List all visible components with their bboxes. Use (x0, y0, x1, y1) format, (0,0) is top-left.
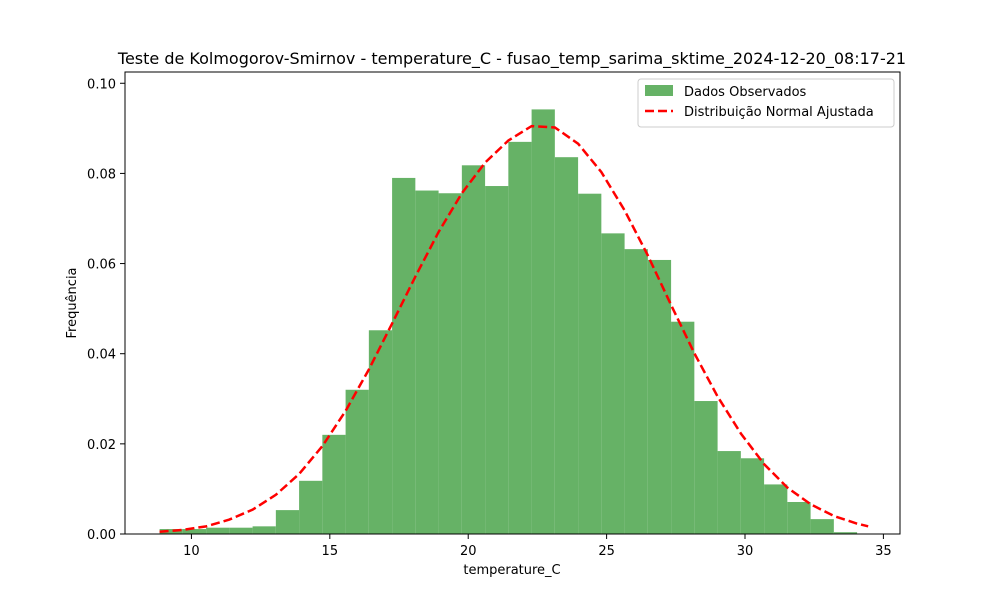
x-tick-label: 20 (460, 544, 477, 559)
histogram-bar (182, 529, 207, 534)
histogram-bar (508, 141, 532, 535)
legend-label-normal-fit: Distribuição Normal Ajustada (684, 105, 874, 120)
histogram-bar (275, 510, 300, 534)
legend-box (637, 78, 895, 128)
y-axis-title: Frequência (65, 267, 80, 338)
y-tick-label: 0.04 (87, 348, 116, 363)
histogram-bars (159, 109, 858, 535)
histogram-bar (787, 501, 811, 534)
histogram-bar (299, 480, 323, 534)
histogram-bar (392, 177, 416, 535)
legend-label-observed: Dados Observados (684, 85, 807, 100)
x-tick-label: 15 (322, 544, 339, 559)
histogram-bar (438, 193, 462, 534)
histogram-bar (740, 458, 765, 534)
histogram-bar (531, 109, 555, 534)
y-tick-label: 0.00 (87, 528, 116, 543)
histogram-bar (159, 529, 183, 534)
normal-fit-line (159, 124, 869, 533)
y-tick-label: 0.06 (87, 258, 116, 273)
x-tick-label: 30 (737, 544, 754, 559)
plot-frame (124, 71, 901, 535)
histogram-bar (485, 186, 509, 534)
histogram-bar (206, 527, 230, 534)
y-tick-label: 0.08 (87, 167, 116, 182)
histogram-bar (322, 434, 346, 534)
histogram-bar (694, 401, 718, 534)
y-axis: 0.00 0.02 0.04 0.06 0.08 0.10 (87, 77, 125, 543)
histogram-bar (578, 193, 602, 534)
histogram-bar (345, 389, 369, 534)
histogram-bar (601, 233, 625, 535)
histogram-bar (764, 484, 788, 534)
x-axis-title: temperature_C (463, 563, 560, 578)
legend: Dados Observados Distribuição Normal Aju… (637, 78, 895, 128)
histogram-bar (717, 451, 741, 534)
legend-swatch-observed (645, 85, 673, 96)
histogram-bar (415, 190, 439, 535)
histogram-bar (554, 157, 579, 534)
histogram-bar (624, 249, 648, 534)
histogram-bar (368, 330, 393, 534)
histogram-bar (647, 259, 672, 534)
x-tick-label: 10 (183, 544, 200, 559)
histogram-bar (461, 165, 486, 535)
histogram-bar (833, 532, 858, 534)
histogram-bar (671, 321, 695, 534)
chart-title: Teste de Kolmogorov-Smirnov - temperatur… (117, 49, 906, 69)
x-tick-label: 35 (875, 544, 892, 559)
x-tick-label: 25 (598, 544, 615, 559)
histogram-bar (229, 527, 253, 534)
histogram-bar (810, 519, 834, 534)
y-tick-label: 0.10 (87, 77, 116, 92)
histogram-bar (252, 526, 276, 534)
y-tick-label: 0.02 (87, 438, 116, 453)
x-axis: 10 15 20 25 30 35 (183, 534, 892, 559)
